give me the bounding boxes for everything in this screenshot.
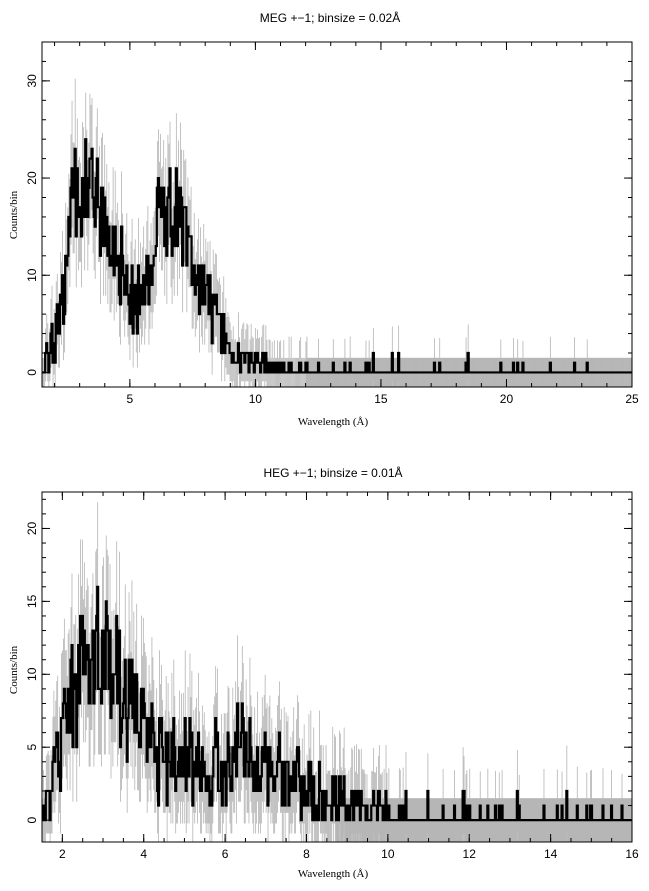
heg-y-tick-label: 20: [25, 521, 39, 535]
heg-y-tick-label: 0: [25, 816, 39, 823]
meg-y-tick-label: 30: [25, 74, 39, 88]
heg-x-tick-label: 10: [381, 847, 395, 861]
meg-x-tick-label: 10: [249, 392, 263, 406]
heg-panel: HEG +−1; binsize = 0.01Å Wavelength (Å) …: [8, 465, 639, 880]
meg-y-axis-label: Counts/bin: [8, 190, 20, 239]
heg-y-tick-label: 15: [25, 594, 39, 608]
heg-x-tick-label: 16: [625, 847, 639, 861]
meg-title: MEG +−1; binsize = 0.02Å: [260, 10, 400, 25]
heg-title: HEG +−1; binsize = 0.01Å: [263, 465, 402, 480]
heg-series-line: [41, 585, 632, 822]
heg-x-tick-label: 14: [544, 847, 558, 861]
meg-y-tick-label: 10: [25, 268, 39, 282]
meg-x-tick-label: 15: [374, 392, 388, 406]
heg-x-tick-label: 2: [59, 847, 66, 861]
meg-x-tick-label: 20: [500, 392, 514, 406]
heg-y-tick-label: 5: [25, 744, 39, 751]
heg-x-tick-label: 12: [463, 847, 477, 861]
meg-y-tick-label: 20: [25, 171, 39, 185]
meg-plot-frame: [41, 41, 633, 388]
heg-y-axis-label: Counts/bin: [8, 645, 20, 694]
heg-plot-frame: [41, 491, 633, 843]
meg-series-line: [42, 138, 632, 374]
meg-panel: MEG +−1; binsize = 0.02Å Wavelength (Å) …: [8, 10, 639, 428]
meg-y-tick-label: 0: [25, 369, 39, 376]
heg-x-tick-label: 6: [222, 847, 229, 861]
heg-x-axis-label: Wavelength (Å): [298, 868, 369, 880]
heg-x-tick-label: 8: [303, 847, 310, 861]
heg-x-tick-label: 4: [140, 847, 147, 861]
heg-y-tick-label: 10: [25, 667, 39, 681]
meg-x-axis-label: Wavelength (Å): [298, 416, 369, 428]
meg-x-tick-label: 25: [625, 392, 639, 406]
meg-x-tick-label: 5: [127, 392, 134, 406]
meg-error-bars: [42, 78, 632, 387]
